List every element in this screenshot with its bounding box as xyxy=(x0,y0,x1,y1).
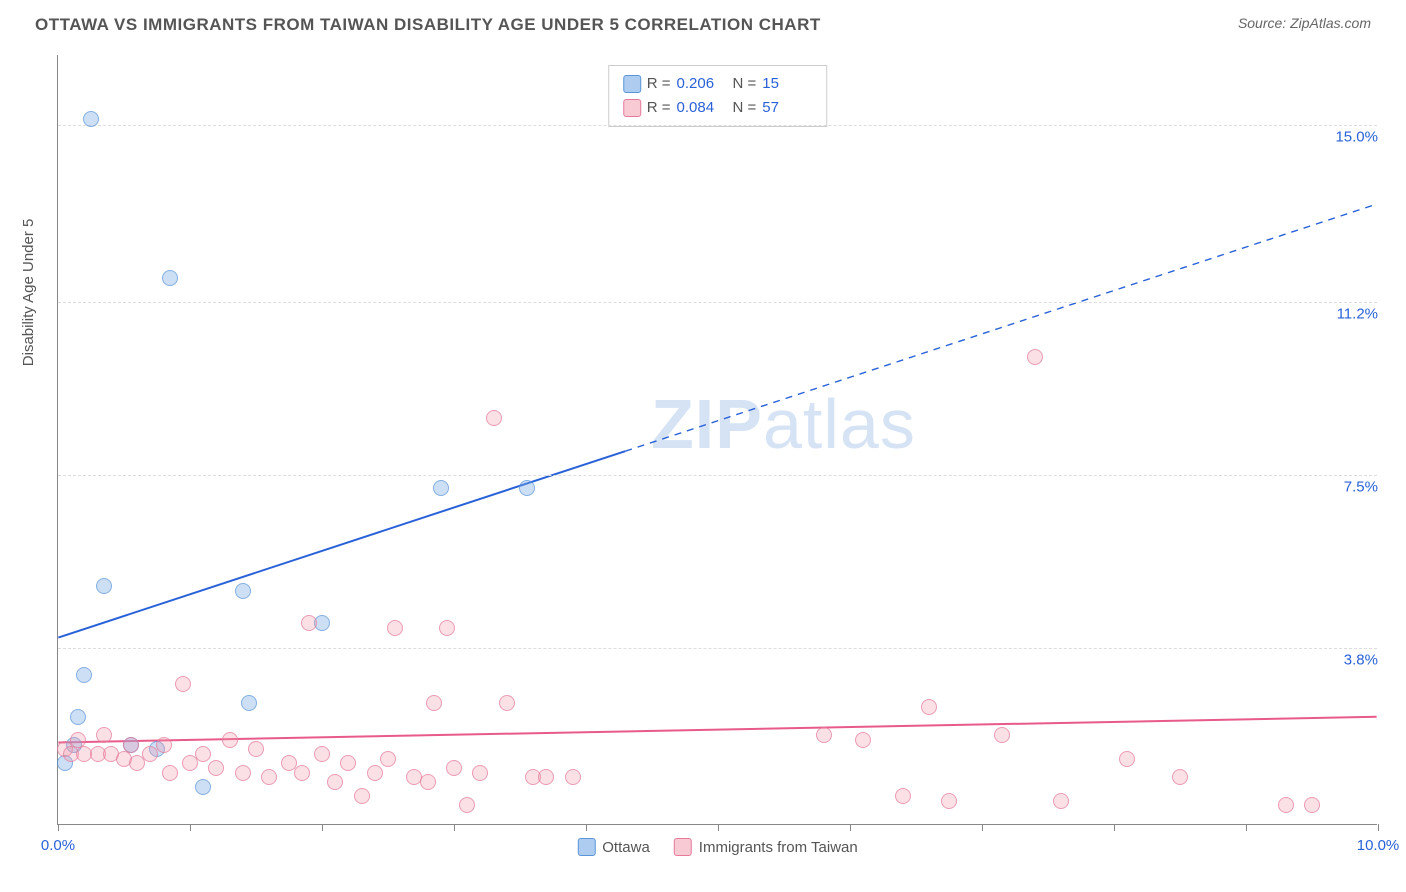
data-point xyxy=(301,615,317,631)
legend-label: Ottawa xyxy=(602,839,650,856)
data-point xyxy=(123,737,139,753)
data-point xyxy=(519,480,535,496)
grid-line xyxy=(58,475,1377,476)
data-point xyxy=(195,779,211,795)
n-value-taiwan: 57 xyxy=(762,96,812,120)
data-point xyxy=(83,111,99,127)
x-tick xyxy=(850,824,851,831)
x-tick-label: 10.0% xyxy=(1357,837,1400,854)
y-tick-label: 15.0% xyxy=(1332,129,1381,146)
data-point xyxy=(327,774,343,790)
x-tick xyxy=(58,824,59,831)
stats-legend-box: R = 0.206 N = 15 R = 0.084 N = 57 xyxy=(608,65,828,127)
data-point xyxy=(222,732,238,748)
data-point xyxy=(294,765,310,781)
grid-line xyxy=(58,302,1377,303)
data-point xyxy=(446,760,462,776)
x-tick xyxy=(982,824,983,831)
data-point xyxy=(195,746,211,762)
data-point xyxy=(76,667,92,683)
data-point xyxy=(472,765,488,781)
data-point xyxy=(994,727,1010,743)
legend-item-taiwan: Immigrants from Taiwan xyxy=(674,838,858,856)
data-point xyxy=(162,765,178,781)
data-point xyxy=(426,695,442,711)
data-point xyxy=(162,270,178,286)
data-point xyxy=(208,760,224,776)
data-point xyxy=(387,620,403,636)
data-point xyxy=(941,793,957,809)
data-point xyxy=(1053,793,1069,809)
x-tick xyxy=(190,824,191,831)
data-point xyxy=(314,746,330,762)
x-tick xyxy=(454,824,455,831)
data-point xyxy=(1304,797,1320,813)
data-point xyxy=(433,480,449,496)
x-tick xyxy=(586,824,587,831)
data-point xyxy=(895,788,911,804)
data-point xyxy=(96,727,112,743)
data-point xyxy=(1278,797,1294,813)
legend-label: Immigrants from Taiwan xyxy=(699,839,858,856)
data-point xyxy=(70,709,86,725)
chart-title: OTTAWA VS IMMIGRANTS FROM TAIWAN DISABIL… xyxy=(35,15,821,35)
y-tick-label: 11.2% xyxy=(1334,306,1381,323)
swatch-blue-icon xyxy=(623,75,641,93)
legend-item-ottawa: Ottawa xyxy=(577,838,650,856)
x-tick xyxy=(1378,824,1379,831)
data-point xyxy=(921,699,937,715)
data-point xyxy=(354,788,370,804)
stats-row-ottawa: R = 0.206 N = 15 xyxy=(623,72,813,96)
data-point xyxy=(1172,769,1188,785)
watermark: ZIPatlas xyxy=(651,384,916,464)
x-tick xyxy=(322,824,323,831)
data-point xyxy=(235,765,251,781)
x-tick xyxy=(718,824,719,831)
data-point xyxy=(156,737,172,753)
y-tick-label: 3.8% xyxy=(1341,651,1381,668)
data-point xyxy=(261,769,277,785)
data-point xyxy=(499,695,515,711)
swatch-blue-icon xyxy=(577,838,595,856)
r-value-ottawa: 0.206 xyxy=(677,72,727,96)
bottom-legend: Ottawa Immigrants from Taiwan xyxy=(577,838,857,856)
data-point xyxy=(1119,751,1135,767)
data-point xyxy=(816,727,832,743)
n-label: N = xyxy=(733,96,757,120)
data-point xyxy=(565,769,581,785)
r-label: R = xyxy=(647,72,671,96)
grid-line xyxy=(58,648,1377,649)
x-tick xyxy=(1246,824,1247,831)
swatch-pink-icon xyxy=(623,99,641,117)
grid-line xyxy=(58,125,1377,126)
data-point xyxy=(380,751,396,767)
x-tick-label: 0.0% xyxy=(41,837,75,854)
data-point xyxy=(459,797,475,813)
data-point xyxy=(340,755,356,771)
data-point xyxy=(1027,349,1043,365)
stats-row-taiwan: R = 0.084 N = 57 xyxy=(623,96,813,120)
x-tick xyxy=(1114,824,1115,831)
y-axis-label: Disability Age Under 5 xyxy=(20,219,37,367)
data-point xyxy=(855,732,871,748)
data-point xyxy=(420,774,436,790)
r-label: R = xyxy=(647,96,671,120)
n-label: N = xyxy=(733,72,757,96)
data-point xyxy=(367,765,383,781)
y-tick-label: 7.5% xyxy=(1341,479,1381,496)
source-attribution: Source: ZipAtlas.com xyxy=(1238,15,1371,31)
data-point xyxy=(486,410,502,426)
data-point xyxy=(439,620,455,636)
scatter-chart: ZIPatlas R = 0.206 N = 15 R = 0.084 N = … xyxy=(57,55,1377,825)
data-point xyxy=(96,578,112,594)
data-point xyxy=(538,769,554,785)
data-point xyxy=(235,583,251,599)
r-value-taiwan: 0.084 xyxy=(677,96,727,120)
n-value-ottawa: 15 xyxy=(762,72,812,96)
data-point xyxy=(248,741,264,757)
swatch-pink-icon xyxy=(674,838,692,856)
data-point xyxy=(241,695,257,711)
trend-lines xyxy=(58,55,1377,824)
data-point xyxy=(175,676,191,692)
